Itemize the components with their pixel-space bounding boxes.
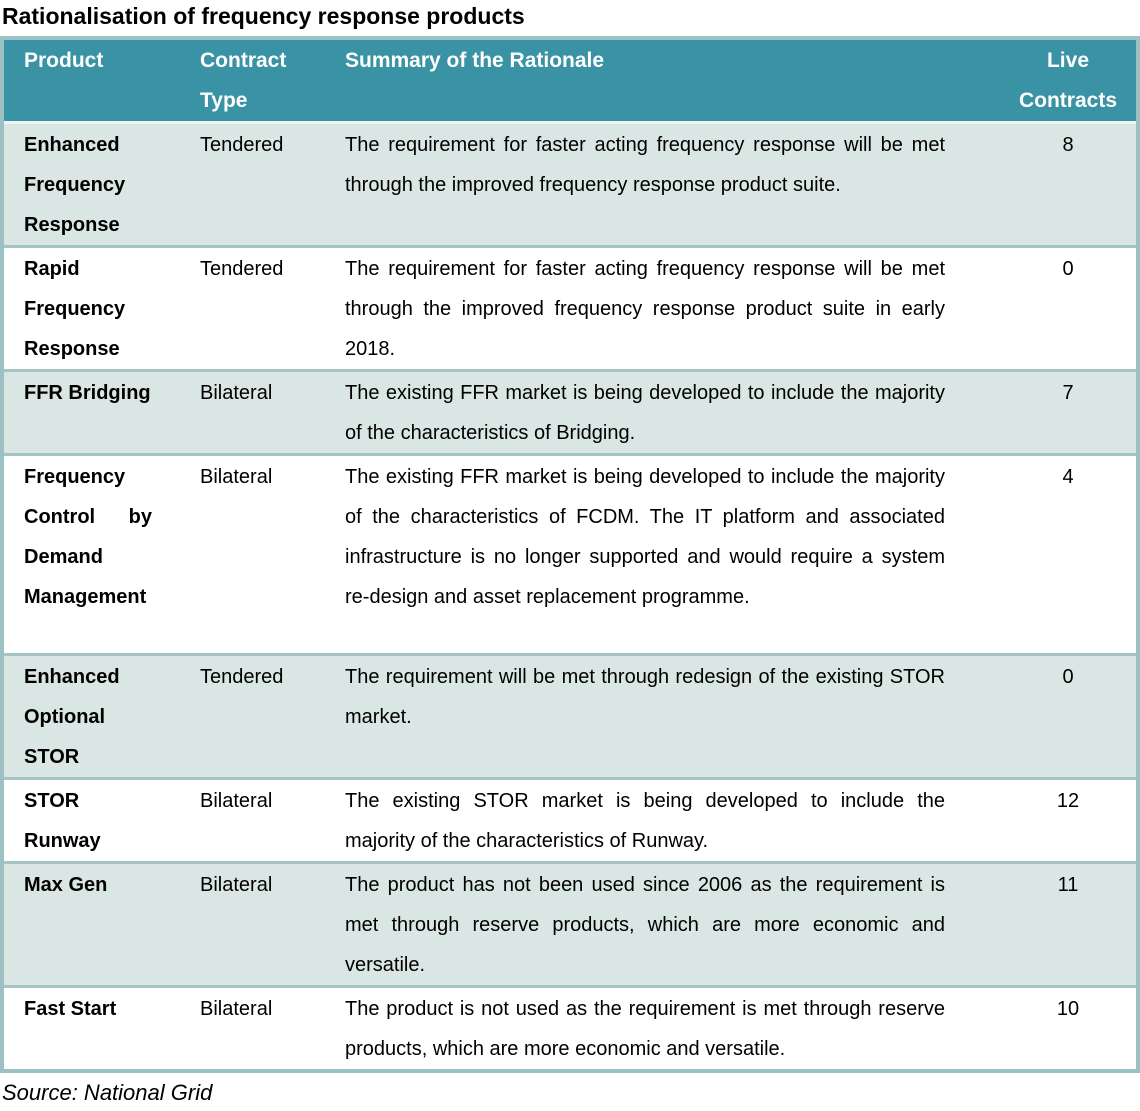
header-live-contracts: Live Contracts [1000, 40, 1136, 124]
contract-type-cell: Bilateral [160, 777, 305, 863]
live-contracts-cell: 8 [1062, 134, 1074, 156]
live-contracts-cell: 11 [1000, 861, 1136, 987]
summary-cell: The product is not used as the requireme… [305, 985, 1000, 1069]
page-title: Rationalisation of frequency response pr… [2, 3, 525, 29]
summary-cell: The requirement for faster acting freque… [305, 245, 1000, 371]
rationalisation-table: Product Contract Type Summary of the Rat… [4, 40, 1136, 1069]
summary-cell: The requirement will be met through rede… [305, 653, 1000, 779]
table-row: Enhanced Frequency Response Tendered The… [4, 122, 1136, 247]
contract-type-cell: Tendered [160, 245, 305, 371]
summary-cell: The product has not been used since 2006… [305, 861, 1000, 987]
contract-type-cell: Tendered [200, 134, 284, 156]
header-row: Product Contract Type Summary of the Rat… [4, 40, 1136, 124]
product-cell: Max Gen [4, 861, 160, 987]
contract-type-cell: Bilateral [160, 861, 305, 987]
table-row: STOR Runway Bilateral The existing STOR … [4, 777, 1136, 863]
contract-type-cell: Bilateral [160, 453, 305, 655]
summary-cell: The existing FFR market is being develop… [305, 453, 1000, 655]
table-row: Rapid Frequency Response Tendered The re… [4, 245, 1136, 371]
live-contracts-cell: 4 [1000, 453, 1136, 655]
product-cell: FFR Bridging [4, 369, 160, 455]
live-contracts-cell: 12 [1000, 777, 1136, 863]
live-contracts-cell: 10 [1000, 985, 1136, 1069]
rationalisation-table-frame: Product Contract Type Summary of the Rat… [0, 36, 1140, 1073]
source-attribution: Source: National Grid [2, 1080, 213, 1105]
product-cell: Enhanced Frequency Response [24, 134, 126, 236]
live-contracts-cell: 0 [1000, 653, 1136, 779]
summary-cell: The requirement for faster acting freque… [345, 134, 945, 196]
header-product: Product [4, 40, 160, 124]
header-contract-type: Contract Type [160, 40, 305, 124]
table-row: Max Gen Bilateral The product has not be… [4, 861, 1136, 987]
product-cell: Rapid Frequency Response [4, 245, 160, 371]
live-contracts-cell: 7 [1000, 369, 1136, 455]
contract-type-cell: Tendered [160, 653, 305, 779]
table-body: Enhanced Frequency Response Tendered The… [4, 122, 1136, 1069]
table-row: Frequency Control by Demand Management B… [4, 453, 1136, 655]
summary-cell: The existing FFR market is being develop… [305, 369, 1000, 455]
table-header: Product Contract Type Summary of the Rat… [4, 40, 1136, 124]
contract-type-cell: Bilateral [160, 985, 305, 1069]
header-summary: Summary of the Rationale [305, 40, 1000, 124]
contract-type-cell: Bilateral [160, 369, 305, 455]
product-cell: Frequency Control by Demand Management [4, 453, 160, 655]
table-row: Fast Start Bilateral The product is not … [4, 985, 1136, 1069]
table-row: Enhanced Optional STOR Tendered The requ… [4, 653, 1136, 779]
table-row: FFR Bridging Bilateral The existing FFR … [4, 369, 1136, 455]
product-cell: STOR Runway [4, 777, 160, 863]
summary-cell: The existing STOR market is being develo… [305, 777, 1000, 863]
product-cell: Enhanced Optional STOR [4, 653, 160, 779]
product-cell: Fast Start [4, 985, 160, 1069]
live-contracts-cell: 0 [1000, 245, 1136, 371]
